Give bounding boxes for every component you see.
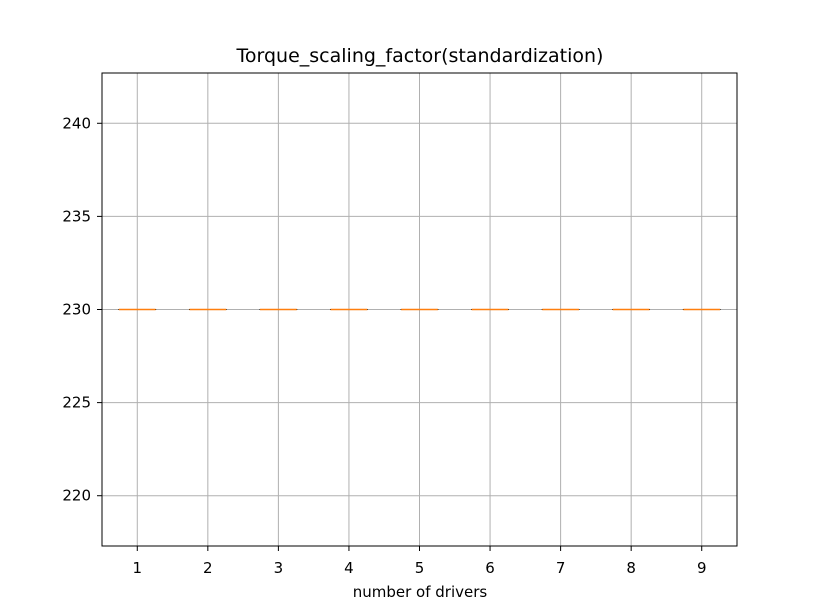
y-tick-label: 235 [62, 207, 91, 225]
x-tick-label: 4 [344, 559, 354, 577]
x-tick-label: 6 [485, 559, 495, 577]
y-tick-label: 230 [62, 301, 91, 319]
x-tick-label: 3 [274, 559, 284, 577]
x-tick-label: 5 [415, 559, 425, 577]
y-tick-label: 220 [62, 487, 91, 505]
y-tick-label: 225 [62, 394, 91, 412]
x-tick-label: 7 [556, 559, 566, 577]
chart-title: Torque_scaling_factor(standardization) [236, 45, 604, 67]
y-tick-label: 240 [62, 114, 91, 132]
x-tick-label: 9 [697, 559, 707, 577]
x-tick-label: 8 [626, 559, 636, 577]
ticks: 220 225 230 235 240 1 2 3 4 5 6 7 8 9 [62, 114, 706, 577]
x-tick-label: 1 [133, 559, 143, 577]
x-axis-label: number of drivers [353, 583, 488, 601]
x-tick-label: 2 [203, 559, 213, 577]
